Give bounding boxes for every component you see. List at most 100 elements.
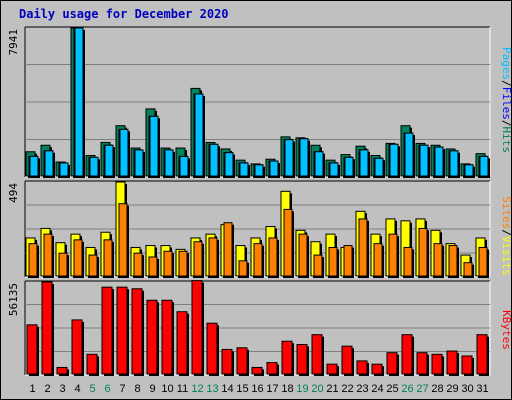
bar-kbytes-day-3 bbox=[56, 366, 69, 376]
legend-separator: / bbox=[500, 229, 512, 236]
bar-kbytes-day-23 bbox=[356, 360, 369, 376]
bar-sites-day-4 bbox=[73, 239, 84, 278]
x-tick-label-day-4: 4 bbox=[74, 383, 80, 395]
bar-kbytes-day-20 bbox=[311, 334, 324, 376]
bar-pages-day-27 bbox=[419, 144, 430, 178]
bar-kbytes-day-21 bbox=[326, 363, 339, 376]
legend-entry-files: Files bbox=[500, 87, 512, 120]
bar-sites-day-30 bbox=[463, 262, 474, 278]
bar-sites-day-26 bbox=[403, 246, 414, 278]
x-tick-label-day-10: 10 bbox=[161, 383, 173, 395]
x-tick-label-day-6: 6 bbox=[104, 383, 110, 395]
x-tick-label-day-8: 8 bbox=[134, 383, 140, 395]
bar-pages-day-11 bbox=[179, 155, 190, 178]
bar-kbytes-day-31 bbox=[476, 334, 489, 376]
bar-pages-day-19 bbox=[299, 138, 310, 178]
chart-title: Daily usage for December 2020 bbox=[19, 7, 229, 21]
bar-kbytes-day-5 bbox=[86, 353, 99, 376]
bar-sites-day-9 bbox=[148, 256, 159, 278]
bar-kbytes-day-4 bbox=[71, 319, 84, 376]
bar-kbytes-day-13 bbox=[206, 322, 219, 376]
bar-sites-day-27 bbox=[418, 227, 429, 278]
bar-kbytes-day-26 bbox=[401, 334, 414, 376]
bar-sites-day-5 bbox=[88, 254, 99, 278]
bar-kbytes-day-22 bbox=[341, 345, 354, 376]
bar-pages-day-4 bbox=[74, 27, 85, 178]
x-tick-label-day-28: 28 bbox=[431, 383, 443, 395]
x-tick-label-day-18: 18 bbox=[281, 383, 293, 395]
bar-pages-day-17 bbox=[269, 160, 280, 178]
bar-pages-day-7 bbox=[119, 128, 130, 178]
bar-sites-day-10 bbox=[163, 250, 174, 278]
bar-pages-day-28 bbox=[434, 146, 445, 178]
x-tick-label-day-3: 3 bbox=[59, 383, 65, 395]
y-tick-label: 494 bbox=[7, 183, 20, 203]
legend-separator: / bbox=[500, 80, 512, 87]
bar-kbytes-day-29 bbox=[446, 350, 459, 376]
x-tick-label-day-1: 1 bbox=[29, 383, 35, 395]
x-tick-label-day-20: 20 bbox=[311, 383, 323, 395]
bar-kbytes-day-8 bbox=[131, 288, 144, 376]
bar-pages-day-13 bbox=[209, 143, 220, 178]
bar-pages-day-31 bbox=[479, 155, 490, 178]
bar-sites-day-24 bbox=[373, 243, 384, 278]
bar-kbytes-day-10 bbox=[161, 299, 174, 376]
x-tick-label-day-31: 31 bbox=[476, 383, 488, 395]
bar-kbytes-day-15 bbox=[236, 347, 249, 376]
x-tick-label-day-2: 2 bbox=[44, 383, 50, 395]
y-tick-label: 56135 bbox=[7, 283, 20, 316]
bar-pages-day-23 bbox=[359, 149, 370, 178]
bar-pages-day-29 bbox=[449, 150, 460, 178]
bar-sites-day-7 bbox=[118, 203, 129, 278]
x-tick-label-day-5: 5 bbox=[89, 383, 95, 395]
x-tick-label-day-9: 9 bbox=[149, 383, 155, 395]
bar-sites-day-18 bbox=[283, 208, 294, 278]
bar-pages-day-5 bbox=[89, 156, 100, 178]
bar-pages-day-14 bbox=[224, 152, 235, 178]
legend-entry-hits: Hits bbox=[500, 127, 512, 154]
bar-kbytes-day-1 bbox=[26, 324, 39, 376]
x-tick-label-day-13: 13 bbox=[206, 383, 218, 395]
bar-kbytes-day-25 bbox=[386, 352, 399, 376]
bar-sites-day-23 bbox=[358, 218, 369, 278]
legend-entry-pages: Pages bbox=[500, 47, 512, 80]
bar-sites-day-31 bbox=[478, 246, 489, 278]
bar-pages-day-25 bbox=[389, 143, 400, 178]
bar-kbytes-day-16 bbox=[251, 366, 264, 376]
x-tick-label-day-15: 15 bbox=[236, 383, 248, 395]
bar-pages-day-20 bbox=[314, 151, 325, 178]
bar-pages-day-22 bbox=[344, 156, 355, 178]
x-tick-label-day-14: 14 bbox=[221, 383, 233, 395]
bar-sites-day-8 bbox=[133, 252, 144, 278]
bar-pages-day-1 bbox=[29, 155, 40, 178]
bar-pages-day-26 bbox=[404, 132, 415, 178]
bar-pages-day-18 bbox=[284, 139, 295, 178]
bar-pages-day-10 bbox=[164, 149, 175, 178]
x-tick-label-day-23: 23 bbox=[356, 383, 368, 395]
bar-pages-day-24 bbox=[374, 157, 385, 178]
legend-hits: Pages/Files/Hits bbox=[500, 47, 512, 153]
bar-sites-day-15 bbox=[238, 260, 249, 278]
bar-sites-day-29 bbox=[448, 245, 459, 278]
bar-sites-day-1 bbox=[28, 243, 39, 278]
legend-visits: Sites/Visits bbox=[500, 196, 512, 276]
x-tick-label-day-7: 7 bbox=[119, 383, 125, 395]
bar-sites-day-25 bbox=[388, 233, 399, 278]
x-tick-label-day-27: 27 bbox=[416, 383, 428, 395]
bar-pages-day-16 bbox=[254, 164, 265, 178]
bar-kbytes-day-17 bbox=[266, 362, 279, 376]
legend-entry-kbytes: KBytes bbox=[500, 310, 512, 350]
x-tick-label-day-19: 19 bbox=[296, 383, 308, 395]
bar-sites-day-14 bbox=[223, 222, 234, 278]
x-tick-label-day-22: 22 bbox=[341, 383, 353, 395]
y-tick-label: 7941 bbox=[7, 29, 20, 56]
bar-kbytes-day-27 bbox=[416, 352, 429, 376]
bar-kbytes-day-18 bbox=[281, 340, 294, 376]
bar-sites-day-28 bbox=[433, 243, 444, 278]
x-tick-label-day-30: 30 bbox=[461, 383, 473, 395]
legend-entry-sites: Sites bbox=[500, 196, 512, 229]
x-tick-label-day-25: 25 bbox=[386, 383, 398, 395]
legend-entry-visits: Visits bbox=[500, 236, 512, 276]
bar-kbytes-day-9 bbox=[146, 299, 159, 376]
